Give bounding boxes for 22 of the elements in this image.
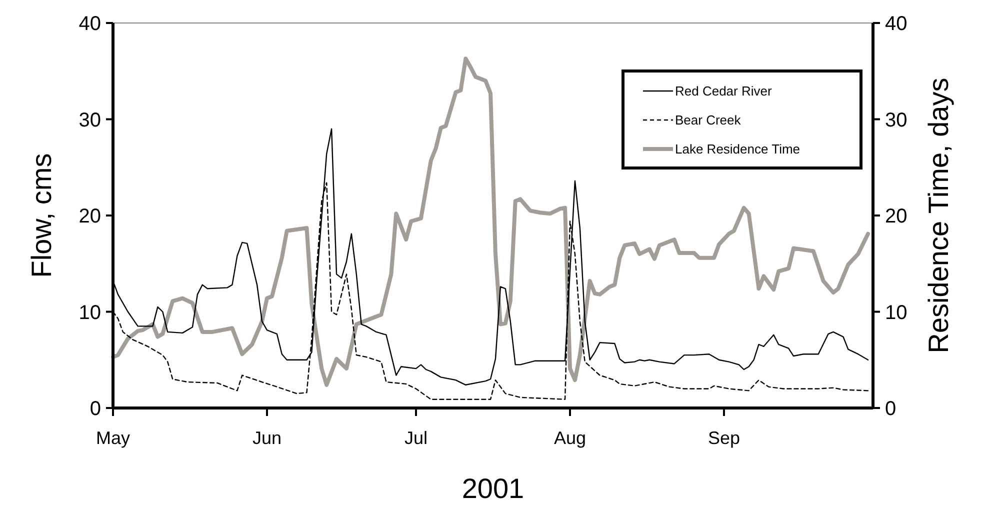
y2-tick-label: 10: [885, 302, 908, 324]
y2-tick-label: 40: [885, 13, 908, 35]
y-tick-label: 40: [78, 13, 101, 35]
x-tick-label: Jun: [252, 428, 282, 448]
line-series: [111, 56, 870, 387]
legend-label: Red Cedar River: [675, 84, 772, 99]
y-axis-title: Flow, cms: [26, 153, 57, 278]
x-tick-label: Aug: [554, 428, 586, 448]
x-tick-label: Sep: [708, 428, 740, 448]
x-tick-label: Jul: [404, 428, 428, 448]
legend-label: Bear Creek: [675, 112, 742, 128]
x-axis-title: 2001: [462, 473, 524, 504]
y-tick-label: 20: [78, 206, 101, 228]
legend-label: Lake Residence Time: [675, 142, 800, 157]
y-tick-label: 30: [78, 109, 101, 132]
x-tick-label: May: [96, 428, 130, 448]
y-tick-label: 0: [90, 398, 101, 420]
y2-tick-label: 20: [885, 206, 908, 228]
y2-tick-label: 30: [885, 109, 908, 132]
y2-axis-title: Residence Time, days: [923, 78, 954, 354]
y2-tick-label: 0: [885, 398, 896, 420]
y-tick-label: 10: [78, 302, 101, 324]
